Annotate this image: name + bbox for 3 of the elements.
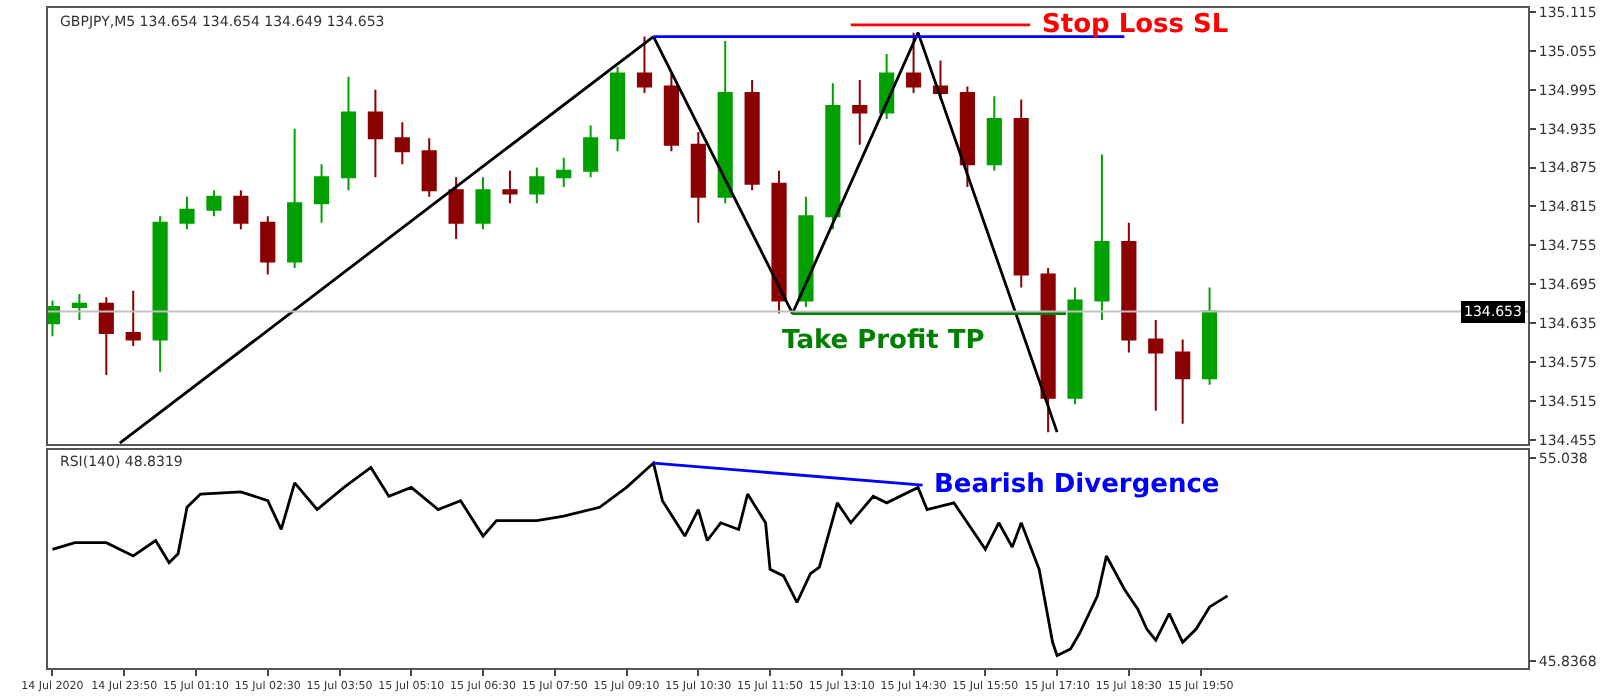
series-label: Take Profit TP [782, 326, 985, 356]
series-label: Stop Loss SL [1042, 10, 1229, 40]
series-label: Bearish Divergence [934, 470, 1220, 500]
